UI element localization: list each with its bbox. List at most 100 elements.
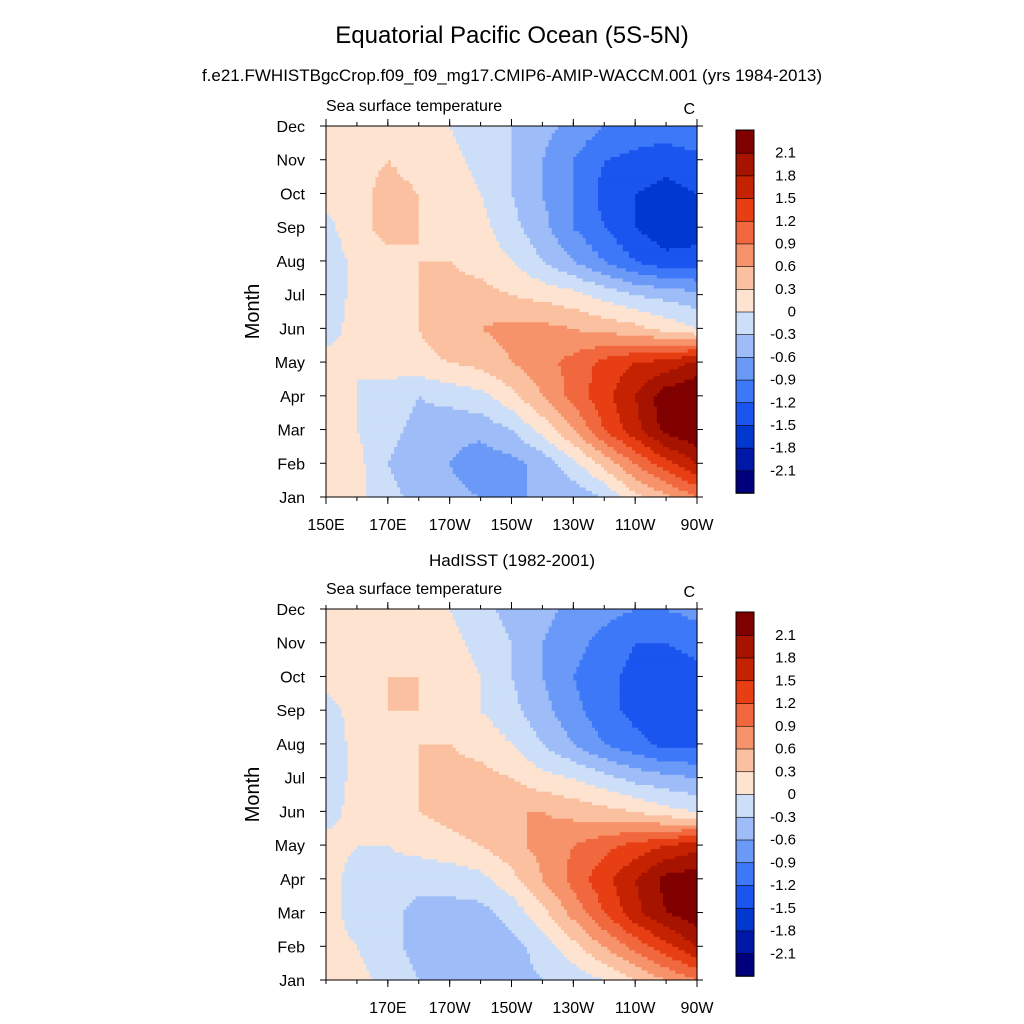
contour-cell: [554, 612, 624, 617]
contour-cell: [326, 156, 466, 161]
contour-cell: [458, 449, 503, 454]
contour-cell: [598, 629, 698, 634]
contour-cell: [326, 639, 466, 644]
contour-cell: [681, 828, 698, 833]
contour-cell: [644, 382, 676, 387]
contour-cell: [526, 885, 550, 890]
contour-cell: [601, 213, 636, 218]
panel-units-label: C: [683, 101, 695, 118]
contour-cell: [523, 909, 550, 914]
contour-cell: [350, 851, 404, 856]
contour-cell: [653, 973, 686, 978]
contour-cell: [496, 609, 559, 613]
contour-cell: [517, 294, 593, 299]
contour-cell: [335, 220, 373, 225]
contour-cell: [644, 733, 698, 738]
contour-cell: [449, 609, 497, 613]
contour-cell: [548, 629, 599, 634]
contour-cell: [511, 159, 544, 164]
colorbar-label: -2.1: [770, 462, 796, 479]
contour-cell: [576, 892, 599, 897]
contour-cell: [326, 250, 346, 255]
colorbar-label: 1.8: [775, 650, 796, 667]
contour-cell: [341, 713, 488, 718]
contour-cell: [344, 304, 420, 309]
contour-cell: [418, 308, 581, 313]
contour-cell: [326, 200, 373, 205]
contour-cell: [341, 811, 423, 816]
contour-cell: [669, 926, 698, 931]
contour-cell: [418, 193, 482, 198]
contour-cell: [511, 865, 540, 870]
contour-cell: [601, 416, 621, 421]
contour-cell: [326, 378, 358, 383]
y-axis-label: Month: [242, 767, 264, 823]
contour-cell: [356, 946, 404, 951]
contour-cell: [465, 642, 513, 647]
contour-cell: [387, 703, 420, 708]
contour-cell: [530, 956, 568, 961]
contour-cell: [514, 868, 540, 873]
contour-cell: [656, 405, 698, 410]
contour-cell: [523, 230, 553, 235]
contour-cell: [418, 291, 510, 296]
contour-cell: [347, 929, 404, 934]
contour-cell: [548, 419, 568, 424]
contour-cell: [693, 656, 698, 661]
contour-cell: [598, 899, 621, 904]
contour-cell: [582, 233, 615, 238]
contour-cell: [548, 909, 568, 914]
contour-cell: [576, 679, 621, 684]
contour-cell: [573, 179, 599, 184]
contour-cell: [390, 466, 454, 471]
colorbar-box: [735, 748, 755, 773]
contour-cell: [326, 882, 343, 887]
contour-cell: [471, 173, 513, 178]
contour-cell: [560, 365, 593, 370]
contour-cell: [477, 669, 513, 674]
contour-cell: [656, 412, 698, 417]
contour-cell: [326, 824, 333, 829]
contour-cell: [326, 402, 358, 407]
contour-cell: [644, 186, 689, 191]
contour-cell: [641, 966, 670, 971]
contour-cell: [418, 683, 482, 688]
contour-cell: [492, 720, 531, 725]
contour-cell: [378, 233, 420, 238]
contour-cell: [545, 281, 596, 286]
contour-cell: [326, 781, 346, 785]
colorbar-box: [735, 816, 755, 841]
contour-cell: [356, 422, 407, 427]
contour-cell: [659, 244, 692, 249]
contour-cell: [607, 787, 670, 792]
contour-cell: [598, 179, 658, 184]
contour-cell: [390, 470, 454, 474]
contour-cell: [650, 865, 698, 870]
contour-cell: [560, 244, 593, 249]
contour-cell: [326, 899, 343, 904]
contour-cell: [650, 929, 676, 934]
contour-cell: [326, 173, 380, 178]
colorbar-label: -1.2: [770, 877, 796, 894]
contour-cell: [545, 882, 571, 887]
contour-cell: [693, 277, 698, 282]
contour-cell: [517, 206, 547, 211]
contour-cell: [387, 459, 451, 464]
contour-cell: [625, 973, 655, 978]
contour-cell: [502, 402, 531, 407]
contour-cell: [551, 706, 584, 711]
contour-cell: [585, 909, 605, 914]
contour-cell: [678, 946, 698, 951]
contour-cell: [356, 419, 407, 424]
contour-cell: [598, 193, 636, 198]
contour-cell: [687, 760, 698, 765]
contour-cell: [344, 298, 420, 302]
contour-cell: [632, 932, 655, 937]
contour-cell: [458, 629, 506, 634]
contour-cell: [326, 190, 373, 195]
contour-cell: [625, 912, 646, 917]
contour-cell: [644, 851, 689, 856]
contour-cell: [573, 220, 605, 225]
contour-cell: [628, 652, 689, 657]
contour-cell: [625, 368, 670, 373]
